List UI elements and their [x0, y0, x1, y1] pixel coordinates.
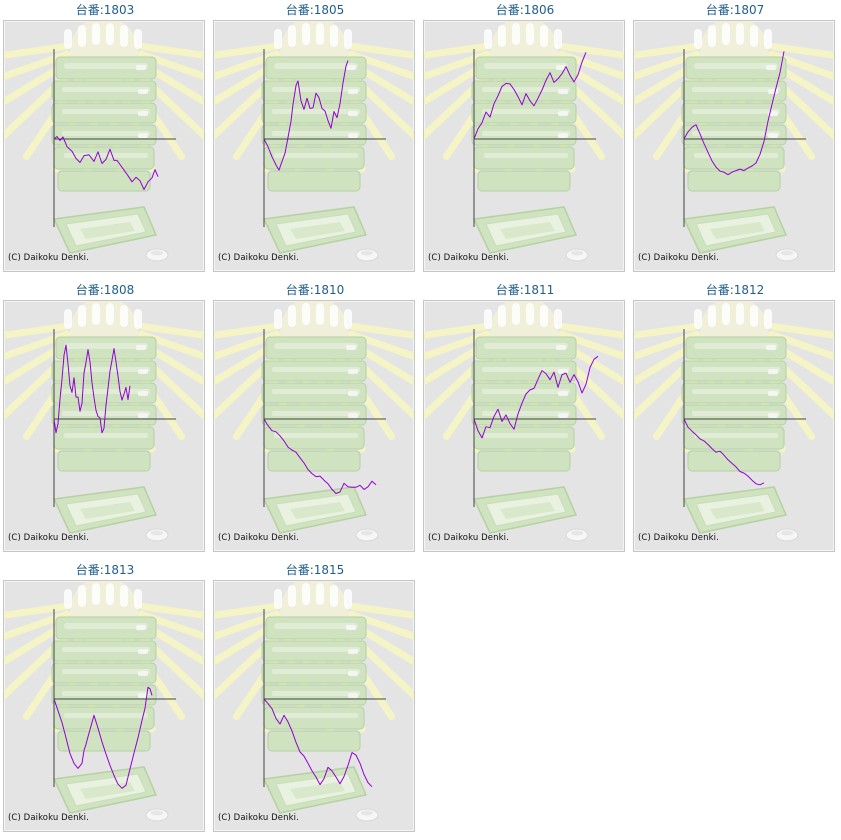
machine-title[interactable]: 台番:1806: [495, 3, 555, 17]
slump-line-7: [473, 355, 599, 439]
graph-panel[interactable]: (C) Daikoku Denki.: [633, 20, 835, 272]
slump-line-8: [683, 418, 765, 486]
machine-cell-5: 台番:1808: [0, 280, 210, 560]
machine-title[interactable]: 台番:1812: [705, 283, 765, 297]
slump-graph: [634, 21, 834, 262]
background-illustration: [424, 301, 624, 542]
machine-title[interactable]: 台番:1808: [75, 283, 135, 297]
slump-graph: [214, 21, 414, 262]
copyright-text: (C) Daikoku Denki.: [638, 533, 719, 543]
graph-panel[interactable]: (C) Daikoku Denki.: [3, 580, 205, 832]
copyright-text: (C) Daikoku Denki.: [218, 813, 299, 823]
background-illustration: [424, 21, 624, 262]
copyright-text: (C) Daikoku Denki.: [8, 253, 89, 263]
machine-title[interactable]: 台番:1815: [285, 563, 345, 577]
graph-panel[interactable]: (C) Daikoku Denki.: [3, 20, 205, 272]
graph-panel[interactable]: (C) Daikoku Denki.: [213, 20, 415, 272]
slump-line-4: [683, 51, 785, 176]
slump-graph: [4, 21, 204, 262]
machine-cell-10: 台番:1815: [210, 560, 420, 840]
slump-graph: [424, 301, 624, 542]
graph-axes: [683, 329, 806, 507]
slump-line-10: [263, 698, 373, 788]
machine-title[interactable]: 台番:1813: [75, 563, 135, 577]
copyright-text: (C) Daikoku Denki.: [218, 253, 299, 263]
background-illustration: [4, 21, 204, 262]
slump-graph: [634, 301, 834, 542]
copyright-text: (C) Daikoku Denki.: [428, 253, 509, 263]
machine-cell-6: 台番:1810: [210, 280, 420, 560]
machine-cell-1: 台番:1803: [0, 0, 210, 280]
graph-axes: [263, 609, 386, 787]
copyright-text: (C) Daikoku Denki.: [638, 253, 719, 263]
slump-line-3: [473, 52, 587, 140]
graph-axes: [53, 609, 176, 787]
graph-axes: [53, 329, 176, 507]
copyright-text: (C) Daikoku Denki.: [428, 533, 509, 543]
machine-cell-4: 台番:1807: [630, 0, 840, 280]
graph-panel[interactable]: (C) Daikoku Denki.: [213, 300, 415, 552]
slump-line-9: [53, 686, 153, 789]
machine-cell-8: 台番:1812: [630, 280, 840, 560]
machine-cell-9: 台番:1813: [0, 560, 210, 840]
slump-line-6: [263, 418, 377, 494]
graph-axes: [53, 49, 176, 227]
graph-panel[interactable]: (C) Daikoku Denki.: [213, 580, 415, 832]
machine-cell-7: 台番:1811: [420, 280, 630, 560]
machine-title[interactable]: 台番:1811: [495, 283, 555, 297]
machine-title[interactable]: 台番:1810: [285, 283, 345, 297]
background-illustration: [4, 301, 204, 542]
slump-line-2: [263, 60, 349, 171]
slump-graph: [214, 581, 414, 822]
machine-title[interactable]: 台番:1807: [705, 3, 765, 17]
graph-panel[interactable]: (C) Daikoku Denki.: [423, 300, 625, 552]
slump-graph: [4, 301, 204, 542]
copyright-text: (C) Daikoku Denki.: [218, 533, 299, 543]
slump-graph: [4, 581, 204, 822]
graph-axes: [473, 329, 596, 507]
background-illustration: [214, 301, 414, 542]
graph-panel[interactable]: (C) Daikoku Denki.: [3, 300, 205, 552]
copyright-text: (C) Daikoku Denki.: [8, 533, 89, 543]
graph-panel[interactable]: (C) Daikoku Denki.: [633, 300, 835, 552]
machine-title[interactable]: 台番:1805: [285, 3, 345, 17]
graph-axes: [263, 329, 386, 507]
slump-line-1: [53, 136, 159, 190]
graph-axes: [263, 49, 386, 227]
machine-cell-3: 台番:1806: [420, 0, 630, 280]
background-illustration: [634, 301, 834, 542]
background-illustration: [634, 21, 834, 262]
machine-title[interactable]: 台番:1803: [75, 3, 135, 17]
background-illustration: [214, 21, 414, 262]
slump-graph: [214, 301, 414, 542]
slump-line-5: [53, 344, 131, 434]
background-illustration: [4, 581, 204, 822]
background-illustration: [214, 581, 414, 822]
slump-graph: [424, 21, 624, 262]
copyright-text: (C) Daikoku Denki.: [8, 813, 89, 823]
graph-panel[interactable]: (C) Daikoku Denki.: [423, 20, 625, 272]
machine-cell-2: 台番:1805: [210, 0, 420, 280]
